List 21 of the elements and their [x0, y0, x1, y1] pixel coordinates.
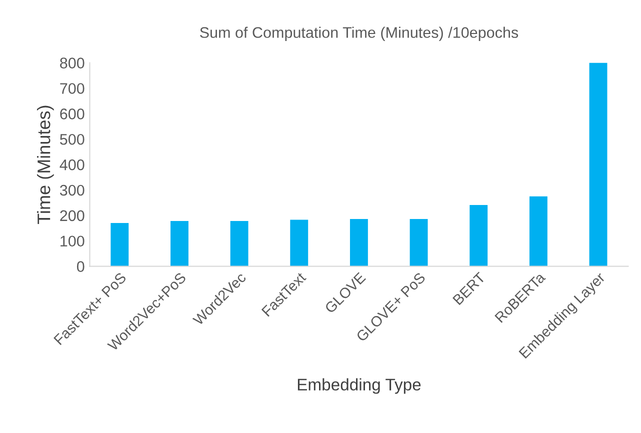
y-tick-label: 500	[60, 134, 84, 145]
y-tick-label: 600	[60, 108, 84, 120]
bar	[529, 196, 548, 266]
y-tick-label: 700	[60, 83, 84, 94]
y-tick-label: 400	[60, 159, 84, 170]
bar	[470, 204, 488, 266]
y-tick-label: 800	[60, 58, 84, 68]
bar	[350, 218, 368, 266]
x-axis-title: Embedding Type	[298, 378, 421, 394]
bar	[170, 221, 188, 266]
y-tick-label: 300	[60, 184, 84, 196]
y-tick-label: 100	[60, 236, 84, 247]
y-tick-label: 200	[60, 210, 84, 222]
bar	[110, 223, 129, 266]
bar	[230, 221, 248, 266]
y-axis-title: Time (Minutes)	[37, 106, 54, 224]
bar	[410, 218, 428, 266]
y-tick-label: 0	[76, 261, 84, 272]
chart-title: Sum of Computation Time (Minutes) /10epochs	[200, 26, 518, 41]
bar	[290, 220, 308, 266]
bar	[589, 62, 608, 266]
